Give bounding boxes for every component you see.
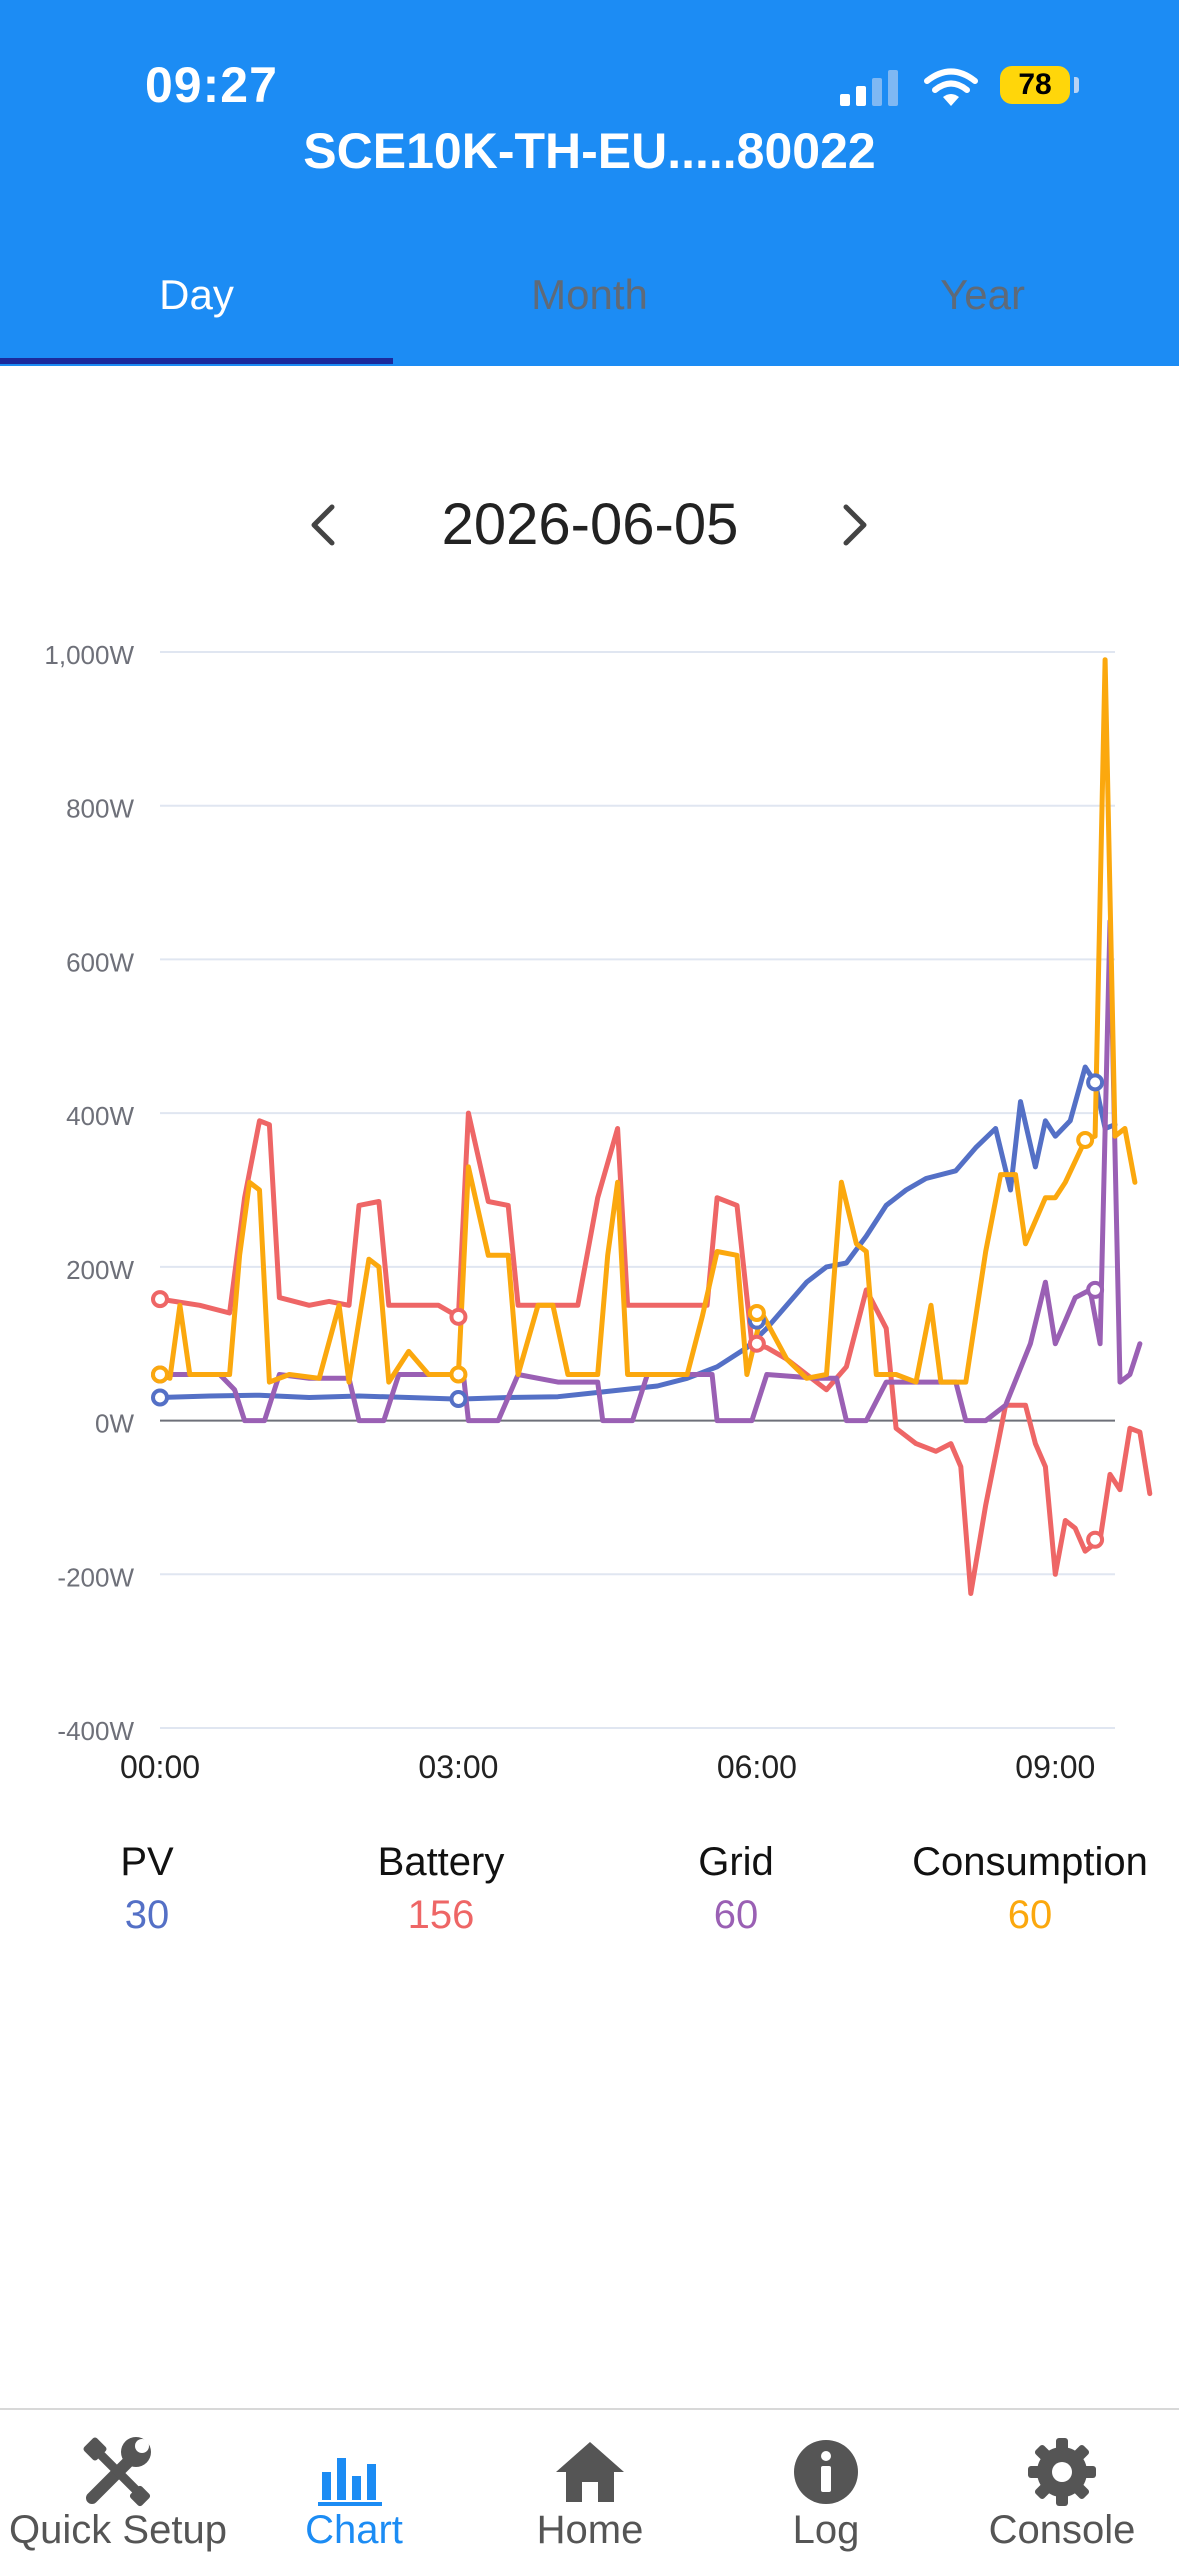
y-tick-label: 1,000W [44,640,134,670]
y-tick-label: -400W [57,1716,134,1746]
series-point-pv [449,1390,468,1409]
y-tick-label: -200W [57,1562,134,1592]
x-tick-label: 03:00 [418,1749,498,1785]
legend-value: 156 [407,1893,475,1937]
nav-label: Chart [305,2508,403,2552]
period-tabs: Day Month Year [0,250,1179,366]
legend-item-consumption[interactable]: Consumption 60 [880,1840,1179,1938]
nav-log[interactable]: Log [708,2410,944,2558]
tab-year[interactable]: Year [940,271,1025,318]
legend-item-battery[interactable]: Battery 156 [291,1840,591,1938]
y-tick-label: 200W [66,1255,134,1285]
tab-indicator [0,358,393,364]
date-navigator: 2026-06-05 [0,480,1179,570]
series-point-consumption [449,1365,468,1384]
series-point-pv [1086,1073,1105,1092]
legend-item-grid[interactable]: Grid 60 [586,1840,886,1938]
legend-value: 60 [1007,1893,1053,1937]
status-time: 09:27 [145,57,278,113]
series-line-consumption [157,657,1138,1385]
nav-quick-setup[interactable]: Quick Setup [0,2410,236,2558]
gear-icon [1028,2438,1096,2506]
y-tick-label: 400W [66,1101,134,1131]
x-tick-label: 00:00 [120,1749,200,1785]
series-point-battery [449,1307,468,1326]
chevron-left-icon [311,504,335,546]
legend-name: PV [120,1840,174,1884]
series-point-consumption [151,1365,169,1384]
legend-name: Consumption [912,1840,1148,1884]
nav-label: Log [792,2508,860,2552]
x-tick-label: 06:00 [717,1749,797,1785]
nav-label: Quick Setup [9,2508,227,2552]
next-day-button[interactable] [815,480,895,570]
status-icons: 78 [840,62,1080,112]
legend-item-pv[interactable]: PV 30 [0,1840,297,1938]
signal-icon [840,70,898,106]
battery-indicator: 78 [1000,66,1070,104]
home-icon [556,2442,624,2502]
nav-home[interactable]: Home [472,2410,708,2558]
series-point-grid [1086,1280,1105,1299]
nav-console[interactable]: Console [944,2410,1179,2558]
nav-label: Home [536,2508,644,2552]
legend-name: Battery [377,1840,505,1884]
series-point-battery [747,1334,766,1353]
series-point-battery [151,1290,169,1309]
series-line-grid [157,918,1143,1424]
legend-value: 60 [713,1893,759,1937]
legend-value: 30 [124,1893,170,1937]
bar-chart-icon [318,2458,382,2506]
battery-tip [1074,77,1079,93]
chart-legend: PV 30 Battery 156 Grid 60 Consumption 60 [0,1840,1179,1960]
series-point-battery [1086,1530,1105,1549]
chevron-right-icon [843,504,867,546]
y-tick-label: 800W [66,794,134,824]
y-tick-label: 0W [95,1409,134,1439]
info-icon [794,2440,858,2504]
date-label[interactable]: 2026-06-05 [441,492,739,557]
wifi-icon [924,68,978,106]
tab-day[interactable]: Day [159,271,234,318]
series-line-battery [157,1110,1153,1596]
device-title: SCE10K-TH-EU.....80022 [303,123,876,179]
tools-icon [83,2437,151,2507]
y-tick-label: 600W [66,947,134,977]
series-point-consumption [747,1303,766,1322]
series-point-consumption [1076,1131,1095,1150]
nav-chart[interactable]: Chart [236,2410,472,2558]
bottom-navigation: Quick Setup Chart Home Log [0,2408,1179,2558]
app-header: 09:27 78 SCE10K-TH-EU.....80022 Day Mont… [0,0,1179,366]
previous-day-button[interactable] [283,480,363,570]
legend-name: Grid [698,1840,774,1884]
tab-month[interactable]: Month [531,271,648,318]
series-point-pv [151,1388,169,1407]
nav-label: Console [988,2508,1136,2552]
x-tick-label: 09:00 [1015,1749,1095,1785]
